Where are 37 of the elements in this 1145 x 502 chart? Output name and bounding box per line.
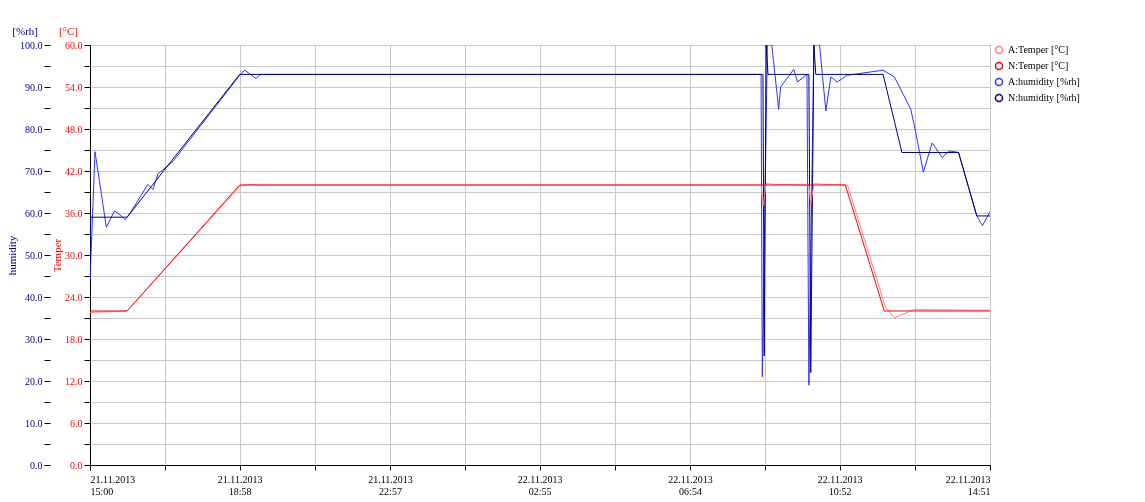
y-tick-label: 40.0 <box>25 291 43 303</box>
x-tick-label: 21.11.2013 18:58 <box>217 473 263 497</box>
legend-label: A:humidity [%rh] <box>1008 76 1080 87</box>
legend-label: N:Temper [°C] <box>1008 60 1069 71</box>
y2-tick-label: 6.0 <box>70 417 83 429</box>
y2-tick-label: 42.0 <box>65 165 83 177</box>
y2-tick-label: 30.0 <box>65 249 83 261</box>
y2-axis-title: Temper <box>51 238 63 273</box>
y2-tick-label: 60.0 <box>65 39 83 51</box>
y2-tick-label: 48.0 <box>65 123 83 135</box>
legend-label: A:Temper [°C] <box>1008 44 1069 55</box>
x-tick-label: 22.11.2013 06:54 <box>668 473 713 497</box>
x-tick-label: 21.11.2013 22:57 <box>368 473 413 497</box>
y2-tick-label: 54.0 <box>65 81 83 93</box>
y-tick-label: 90.0 <box>25 81 43 93</box>
x-tick-label: 22.11.2013 14:51 <box>945 473 991 497</box>
y-tick-label: 80.0 <box>25 123 43 135</box>
y2-tick-label: 24.0 <box>65 291 83 303</box>
y-tick-label: 70.0 <box>25 165 43 177</box>
y-tick-label: 20.0 <box>25 375 43 387</box>
legend-label: N:humidity [%rh] <box>1008 92 1080 103</box>
y-tick-label: 10.0 <box>25 417 43 429</box>
x-tick-label: 22.11.2013 02:55 <box>517 473 563 497</box>
y-tick-label: 100.0 <box>20 39 43 51</box>
y-tick-label: 50.0 <box>25 249 43 261</box>
x-tick-label: 21.11.2013 15:00 <box>90 473 136 497</box>
y-tick-label: 30.0 <box>25 333 43 345</box>
y2-tick-label: 0.0 <box>70 459 83 471</box>
y2-tick-label: 12.0 <box>65 375 83 387</box>
text: [°C] <box>58 25 78 37</box>
y-tick-label: 0.0 <box>30 459 43 471</box>
y-axis-title: humidity <box>6 235 18 276</box>
x-tick-label: 22.11.2013 10:52 <box>817 473 863 497</box>
y-tick-label: 60.0 <box>25 207 43 219</box>
y2-tick-label: 18.0 <box>65 333 83 345</box>
y2-tick-label: 36.0 <box>65 207 83 219</box>
text: [%rh] <box>12 25 38 37</box>
